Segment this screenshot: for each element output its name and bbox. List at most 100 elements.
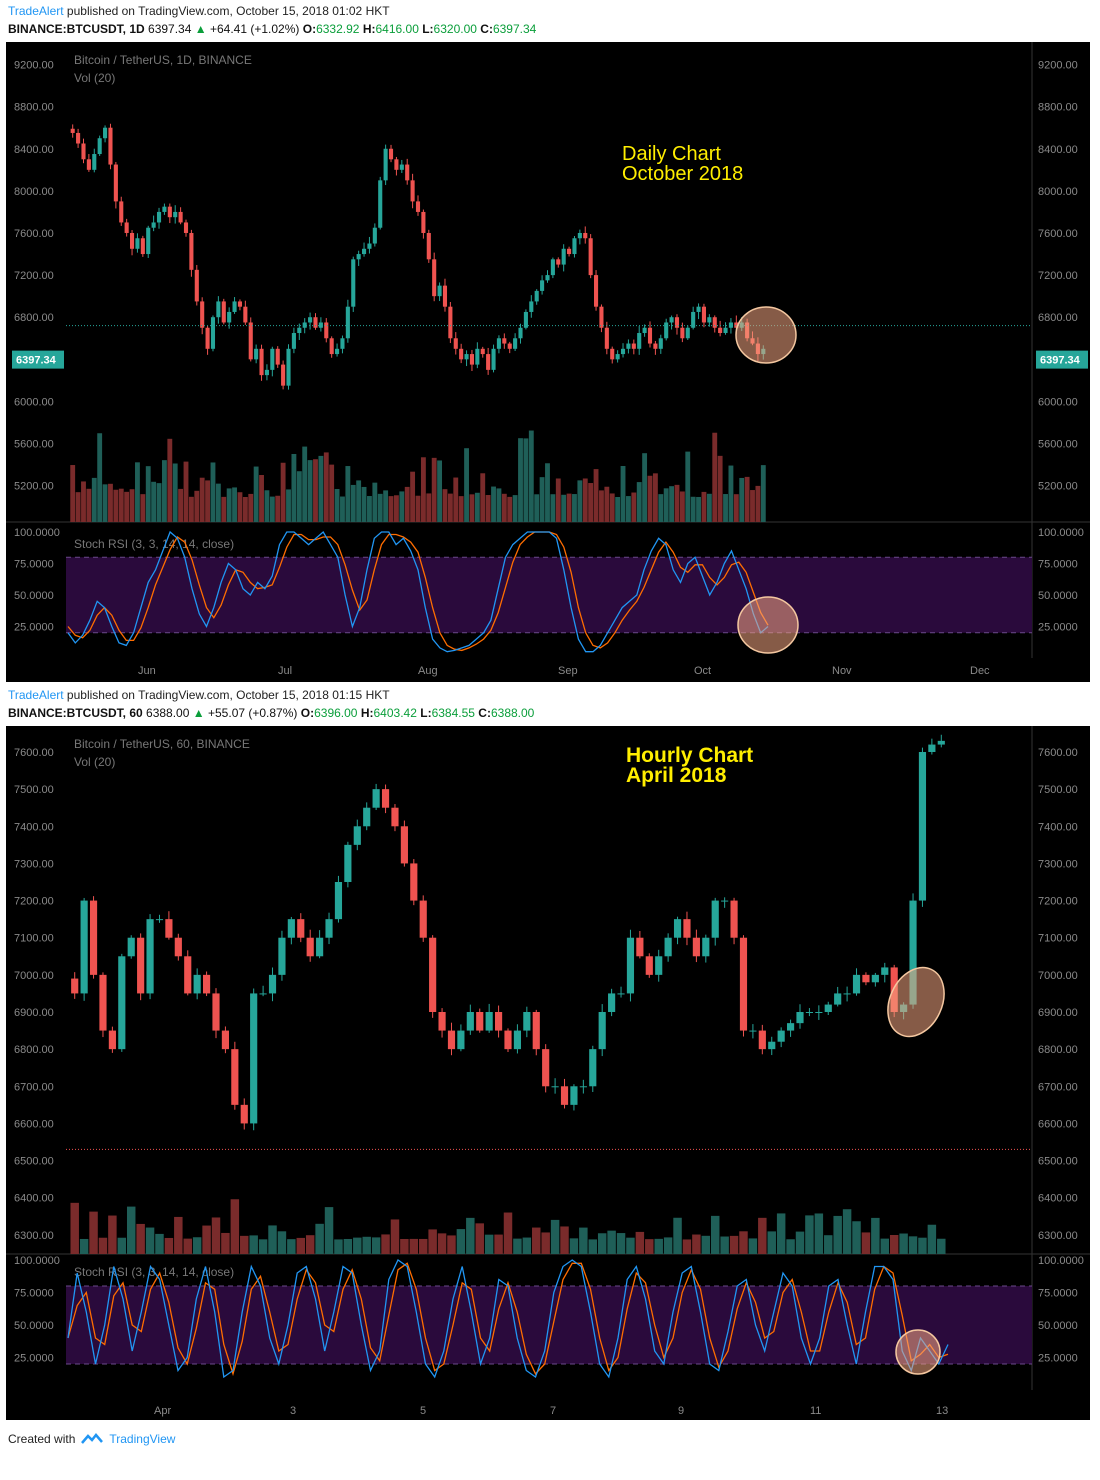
candle-body	[711, 900, 719, 938]
candle-body	[108, 127, 113, 165]
volume-bar	[599, 490, 604, 522]
y-tick-label-left: 7600.00	[14, 747, 54, 759]
volume-bar	[523, 438, 529, 522]
volume-bar	[124, 491, 130, 522]
volume-bar	[880, 1238, 890, 1254]
publisher-link[interactable]: TradeAlert	[8, 4, 64, 18]
volume-bar	[658, 494, 664, 522]
candle-body	[834, 993, 842, 1005]
last-price-label-left: 6397.34	[16, 355, 57, 367]
candle-body	[151, 222, 156, 228]
volume-bar	[469, 494, 475, 522]
low-value: 6384.55	[431, 706, 475, 720]
volume-bar	[760, 465, 766, 522]
publisher-link[interactable]: TradeAlert	[8, 688, 64, 702]
volume-bar	[539, 477, 545, 522]
volume-bar	[720, 1236, 729, 1254]
y-tick-label-right: 8000.00	[1038, 186, 1078, 198]
tradingview-link[interactable]: TradingView	[109, 1432, 176, 1446]
candle-body	[655, 956, 663, 975]
candle-body	[712, 317, 717, 328]
rsi-k-line	[67, 530, 769, 653]
volume-bar	[569, 1238, 579, 1254]
candle-body	[356, 254, 361, 260]
highlight-circle	[887, 966, 945, 1038]
candle-body	[329, 338, 334, 355]
volume-bar	[329, 464, 335, 522]
rsi-k-line	[67, 1259, 949, 1379]
hourly-chart[interactable]: 7600.00 7600.00 7500.00 7500.00 7400.00 7400.…	[6, 726, 1090, 1420]
volume-bar	[652, 473, 658, 522]
volume-bar	[597, 1233, 607, 1254]
candle-body	[523, 1012, 531, 1031]
volume-bar	[242, 496, 248, 522]
volume-label: Vol (20)	[74, 755, 115, 769]
candle-body	[135, 238, 140, 249]
y-tick-label-left: 6800.00	[14, 312, 54, 324]
volume-bar	[503, 1212, 513, 1254]
volume-bar	[237, 492, 243, 522]
candle-body	[227, 311, 232, 323]
candle-body	[291, 333, 296, 349]
volume-bar	[615, 496, 621, 522]
x-tick-label: Sep	[558, 665, 578, 677]
candle-body	[937, 740, 945, 745]
volume-bar	[302, 446, 308, 522]
y-tick-label-right: 7300.00	[1038, 858, 1078, 870]
volume-bar	[631, 492, 637, 522]
volume-bar	[701, 491, 707, 522]
candle-body	[146, 227, 151, 255]
candle-body	[113, 164, 118, 202]
y-tick-label-right: 6900.00	[1038, 1007, 1078, 1019]
volume-bar	[167, 438, 173, 522]
volume-bar	[210, 462, 216, 522]
volume-bar	[183, 1238, 192, 1254]
candle-body	[723, 327, 728, 334]
volume-bar	[253, 466, 259, 522]
volume-bar	[496, 488, 502, 522]
candle-body	[749, 1030, 757, 1032]
volume-bar	[211, 1217, 221, 1254]
y-tick-label-left: 7200.00	[14, 896, 54, 908]
volume-bar	[151, 481, 157, 522]
candle-body	[124, 222, 129, 233]
volume-bar	[458, 496, 464, 522]
candle-body	[81, 143, 86, 160]
candle-body	[707, 317, 712, 323]
volume-bar	[706, 493, 712, 522]
candle-body	[645, 956, 653, 975]
volume-bar	[188, 496, 194, 522]
candle-body	[212, 993, 220, 1031]
candle-body	[231, 1049, 239, 1105]
volume-bar	[805, 1215, 814, 1254]
volume-bar	[161, 460, 167, 522]
candle-body	[476, 1012, 484, 1031]
volume-bar	[604, 486, 610, 522]
volume-bar	[275, 495, 281, 522]
volume-bar	[491, 486, 496, 522]
volume-bar	[249, 1235, 258, 1254]
candle-body	[381, 789, 390, 808]
y-tick-label-left: 6400.00	[14, 1193, 54, 1205]
candle-body	[344, 844, 352, 882]
candle-body	[178, 211, 183, 223]
volume-bar	[674, 484, 680, 522]
candle-body	[243, 306, 248, 323]
volume-bar	[795, 1231, 805, 1254]
candle-body	[189, 232, 194, 270]
daily-chart[interactable]: 9200.00 9200.00 8800.00 8800.00 8400.00 8400.…	[6, 42, 1090, 682]
candle-body	[815, 1012, 823, 1013]
candle-body	[210, 317, 216, 349]
candle-body	[363, 807, 371, 827]
candle-body	[287, 919, 295, 938]
x-tick-label: Dec	[970, 665, 990, 677]
volume-bar	[566, 493, 572, 522]
y-tick-label-right: 8800.00	[1038, 102, 1078, 114]
candle-body	[636, 937, 644, 957]
candle-body	[71, 978, 79, 994]
candle-body	[405, 164, 410, 181]
volume-bar	[268, 1225, 277, 1254]
volume-bar	[442, 489, 448, 522]
x-tick-label: 11	[810, 1405, 821, 1417]
volume-bar	[620, 465, 626, 522]
